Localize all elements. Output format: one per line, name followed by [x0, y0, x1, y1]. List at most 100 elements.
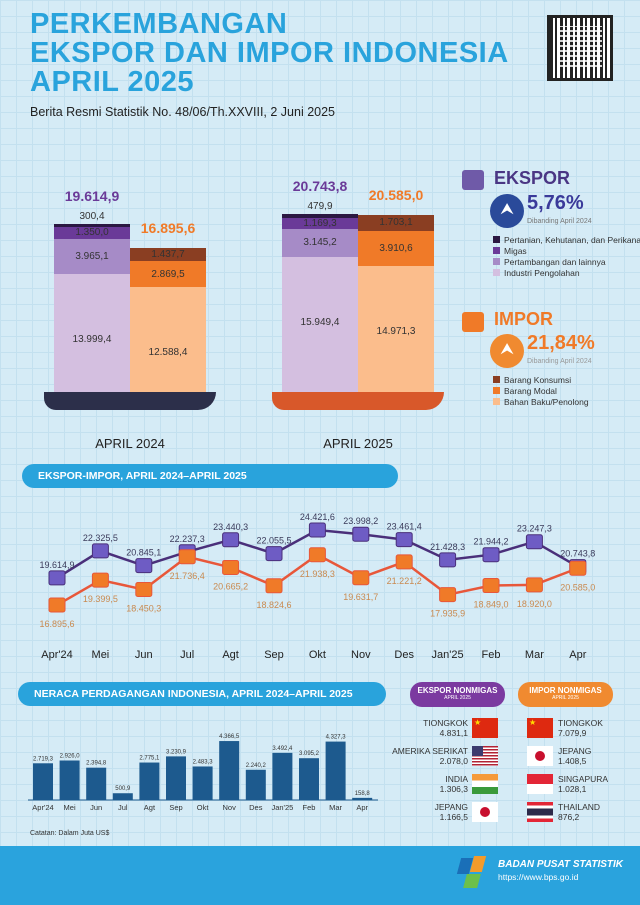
sg-flag-icon [527, 774, 553, 794]
segment-label: 1.350,0 [75, 227, 109, 239]
ekspor-change: 5,76% [527, 192, 584, 214]
country-name: JEPANG [558, 746, 592, 756]
data-point-marker [48, 597, 66, 613]
data-point-marker [308, 547, 326, 563]
data-label: 20.743,8 [560, 549, 595, 559]
data-point-marker [91, 543, 109, 559]
x-tick-label: Apr'24 [41, 649, 72, 661]
country-name: SINGAPURA [558, 774, 609, 784]
data-label: 22.325,5 [83, 533, 118, 543]
x-tick-label: Jul [180, 649, 194, 661]
th-flag-icon [527, 802, 553, 822]
x-tick-label: Mar [329, 803, 342, 812]
country-value: 1.028,1 [558, 784, 587, 794]
data-label: 18.849,0 [473, 600, 508, 610]
data-label: 24.421,6 [300, 512, 335, 522]
period-label: APRIL 2024 [95, 436, 165, 451]
legend-item: Barang Konsumsi [493, 374, 589, 385]
bar-value-label: 2.719,3 [33, 756, 54, 762]
data-label: 23.461,4 [387, 522, 422, 532]
bar-value-label: 2.483,3 [193, 759, 214, 765]
impor-country-item: SINGAPURA 1.028,1 [558, 774, 608, 794]
stacked-segment-industri: 13.999,4 [54, 274, 130, 400]
x-tick-label: Nov [223, 803, 237, 812]
data-label: 17.935,9 [430, 609, 465, 619]
data-label: 20.665,2 [213, 581, 248, 591]
segment-label: 1.169,3 [303, 218, 337, 230]
data-label: 19.399,5 [83, 594, 118, 604]
bar-value-label: 3.095,2 [299, 751, 320, 757]
country-value: 7.079,9 [558, 728, 587, 738]
ekspor-legend: Pertanian, Kehutanan, dan Perikanan Miga… [493, 234, 640, 278]
data-point-marker [308, 522, 326, 538]
stacked-segment-pertambangan: 3.965,1 [54, 238, 130, 275]
country-value: 1.166,5 [439, 812, 468, 822]
segment-label: 300,4 [79, 211, 105, 223]
country-name: THAILAND [558, 802, 601, 812]
x-tick-label: Nov [351, 649, 371, 661]
bar [166, 756, 186, 800]
impor-compare: Dibanding April 2024 [527, 358, 592, 365]
ekspor-title: EKSPOR [494, 168, 571, 188]
up-arrows-icon: ⮝ [490, 194, 524, 228]
x-tick-label: Okt [309, 649, 326, 661]
data-label: 21.428,3 [430, 542, 465, 552]
data-point-marker [91, 572, 109, 588]
impor-total: 16.895,6 [140, 220, 196, 237]
org-url[interactable]: https://www.bps.go.id [498, 872, 579, 882]
title-line: PERKEMBANGAN [30, 8, 288, 40]
data-point-marker [265, 578, 283, 594]
stacked-segment-modal: 3.910,6 [358, 230, 434, 266]
legend-item: Pertambangan dan lainnya [493, 256, 640, 267]
country-name: INDIA [445, 774, 468, 784]
data-label: 22.237,3 [170, 534, 205, 544]
country-name: AMERIKA SERIKAT [392, 746, 468, 756]
stacked-segment-migas: 1.169,3 [282, 218, 358, 230]
segment-label: 1.703,1 [379, 217, 413, 229]
data-label: 21.938,3 [300, 569, 335, 579]
org-name: BADAN PUSAT STATISTIK [498, 859, 623, 870]
ekspor-country-item: TIONGKOK 4.831,1 [423, 718, 468, 738]
bar-value-label: 4.366,5 [219, 734, 240, 740]
bar [112, 793, 133, 800]
bar [245, 769, 266, 800]
stacked-segment-migas: 1.350,0 [54, 226, 130, 239]
impor-change: 21,84% [527, 332, 595, 354]
bar [33, 763, 53, 800]
data-label: 21.736,4 [170, 571, 205, 581]
qr-code[interactable] [547, 15, 613, 81]
impor-total: 20.585,0 [368, 187, 424, 204]
bar [86, 767, 107, 800]
data-point-marker [135, 558, 153, 574]
data-point-marker [439, 587, 457, 603]
segment-label: 479,9 [307, 200, 333, 212]
bar [219, 741, 240, 800]
legend-item: Bahan Baku/Penolong [493, 396, 589, 407]
bar-value-label: 4.327,3 [326, 735, 347, 741]
data-label: 18.920,0 [517, 599, 552, 609]
data-point-marker [178, 549, 196, 565]
bar [352, 797, 373, 800]
x-tick-label: Jun [135, 649, 153, 661]
x-tick-label: Jan'25 [432, 649, 464, 661]
badge-title: EKSPOR NONMIGAS [417, 686, 498, 695]
data-point-marker [439, 552, 457, 568]
data-label: 23.247,3 [517, 524, 552, 534]
bps-logo [455, 854, 491, 890]
impor-country-item: THAILAND 876,2 [558, 802, 600, 822]
in-flag-icon [472, 774, 498, 794]
data-label: 23.998,2 [343, 516, 378, 526]
bar [299, 758, 319, 800]
x-tick-label: Apr'24 [32, 803, 53, 812]
impor-legend: Barang Konsumsi Barang Modal Bahan Baku/… [493, 374, 589, 407]
bar-value-label: 2.775,1 [139, 756, 160, 762]
segment-label: 12.588,4 [148, 347, 188, 359]
x-tick-label: Apr [569, 649, 586, 661]
data-label: 21.944,2 [473, 537, 508, 547]
stacked-segment-industri: 15.949,4 [282, 256, 358, 400]
segment-label: 2.869,5 [151, 268, 185, 280]
data-label: 23.440,3 [213, 522, 248, 532]
footer: BADAN PUSAT STATISTIK https://www.bps.go… [0, 846, 640, 905]
x-tick-label: Jan'25 [271, 803, 293, 812]
country-value: 1.408,5 [558, 756, 587, 766]
